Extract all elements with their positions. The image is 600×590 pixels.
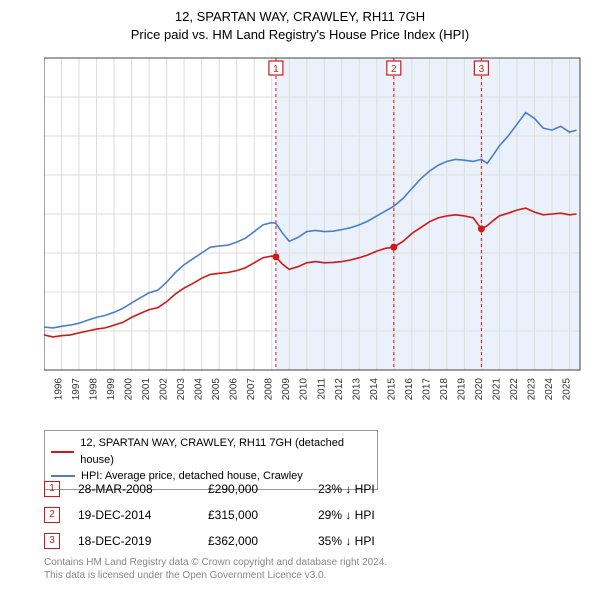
xtick-label: 2013	[351, 378, 362, 401]
xtick-label: 2000	[124, 378, 135, 401]
xtick-label: 2004	[194, 378, 205, 401]
xtick-label: 1995	[44, 378, 47, 401]
sale-row-delta: 29% ↓ HPI	[318, 508, 428, 522]
xtick-label: 2007	[246, 378, 257, 401]
xtick-label: 2008	[264, 378, 275, 401]
legend-label: 12, SPARTAN WAY, CRAWLEY, RH11 7GH (deta…	[80, 435, 371, 468]
sale-row-marker: 3	[44, 533, 60, 549]
xtick-label: 2018	[439, 378, 450, 401]
xtick-label: 2023	[526, 378, 537, 401]
chart-plot-area: £0£100K£200K£300K£400K£500K£600K£700K£80…	[44, 50, 584, 380]
xtick-label: 2002	[159, 378, 170, 401]
sale-row-marker: 2	[44, 507, 60, 523]
sale-row-price: £315,000	[208, 508, 318, 522]
xtick-label: 2011	[316, 378, 327, 400]
xtick-label: 2020	[474, 378, 485, 401]
sale-row: 1 28-MAR-2008£290,00023% ↓ HPI	[44, 476, 428, 502]
xtick-label: 2024	[544, 378, 555, 401]
xtick-label: 2003	[176, 378, 187, 401]
sale-marker-num: 1	[273, 64, 279, 75]
sale-row-price: £290,000	[208, 482, 318, 496]
chart-container: 12, SPARTAN WAY, CRAWLEY, RH11 7GH Price…	[0, 0, 600, 590]
xtick-label: 2021	[491, 378, 502, 401]
xtick-label: 1996	[54, 378, 65, 401]
xtick-label: 2014	[369, 378, 380, 401]
xtick-label: 2006	[229, 378, 240, 401]
sale-row-price: £362,000	[208, 534, 318, 548]
xtick-label: 2001	[141, 378, 152, 401]
xtick-label: 2022	[509, 378, 520, 401]
xtick-label: 2015	[386, 378, 397, 401]
title-subtitle: Price paid vs. HM Land Registry's House …	[0, 26, 600, 44]
xtick-label: 2017	[421, 378, 432, 401]
sale-row: 2 19-DEC-2014£315,00029% ↓ HPI	[44, 502, 428, 528]
xtick-label: 2010	[299, 378, 310, 401]
sale-row-date: 18-DEC-2019	[78, 534, 208, 548]
sale-row-delta: 35% ↓ HPI	[318, 534, 428, 548]
legend-row: 12, SPARTAN WAY, CRAWLEY, RH11 7GH (deta…	[51, 435, 371, 468]
xtick-label: 2009	[281, 378, 292, 401]
sale-dot	[272, 253, 279, 260]
sale-marker-num: 3	[479, 64, 485, 75]
sale-row-delta: 23% ↓ HPI	[318, 482, 428, 496]
xtick-label: 2005	[211, 378, 222, 401]
footer-attribution: Contains HM Land Registry data © Crown c…	[44, 556, 564, 582]
xtick-label: 2012	[334, 378, 345, 401]
sale-marker-num: 2	[391, 64, 397, 75]
sale-row-date: 19-DEC-2014	[78, 508, 208, 522]
legend-swatch	[51, 451, 74, 453]
sale-dot	[390, 244, 397, 251]
xtick-label: 2016	[404, 378, 415, 401]
sale-row-date: 28-MAR-2008	[78, 482, 208, 496]
footer-line-1: Contains HM Land Registry data © Crown c…	[44, 556, 564, 569]
xtick-label: 2019	[456, 378, 467, 401]
xtick-label: 2025	[561, 378, 572, 401]
footer-line-2: This data is licensed under the Open Gov…	[44, 569, 564, 582]
xtick-label: 1997	[71, 378, 82, 401]
xtick-label: 1998	[89, 378, 100, 401]
sales-table: 1 28-MAR-2008£290,00023% ↓ HPI 2 19-DEC-201…	[44, 476, 428, 554]
sale-row-marker: 1	[44, 481, 60, 497]
chart-svg: £0£100K£200K£300K£400K£500K£600K£700K£80…	[44, 50, 584, 430]
title-address: 12, SPARTAN WAY, CRAWLEY, RH11 7GH	[0, 8, 600, 26]
sale-row: 3 18-DEC-2019£362,00035% ↓ HPI	[44, 528, 428, 554]
xtick-label: 1999	[106, 378, 117, 401]
sale-dot	[478, 225, 485, 232]
